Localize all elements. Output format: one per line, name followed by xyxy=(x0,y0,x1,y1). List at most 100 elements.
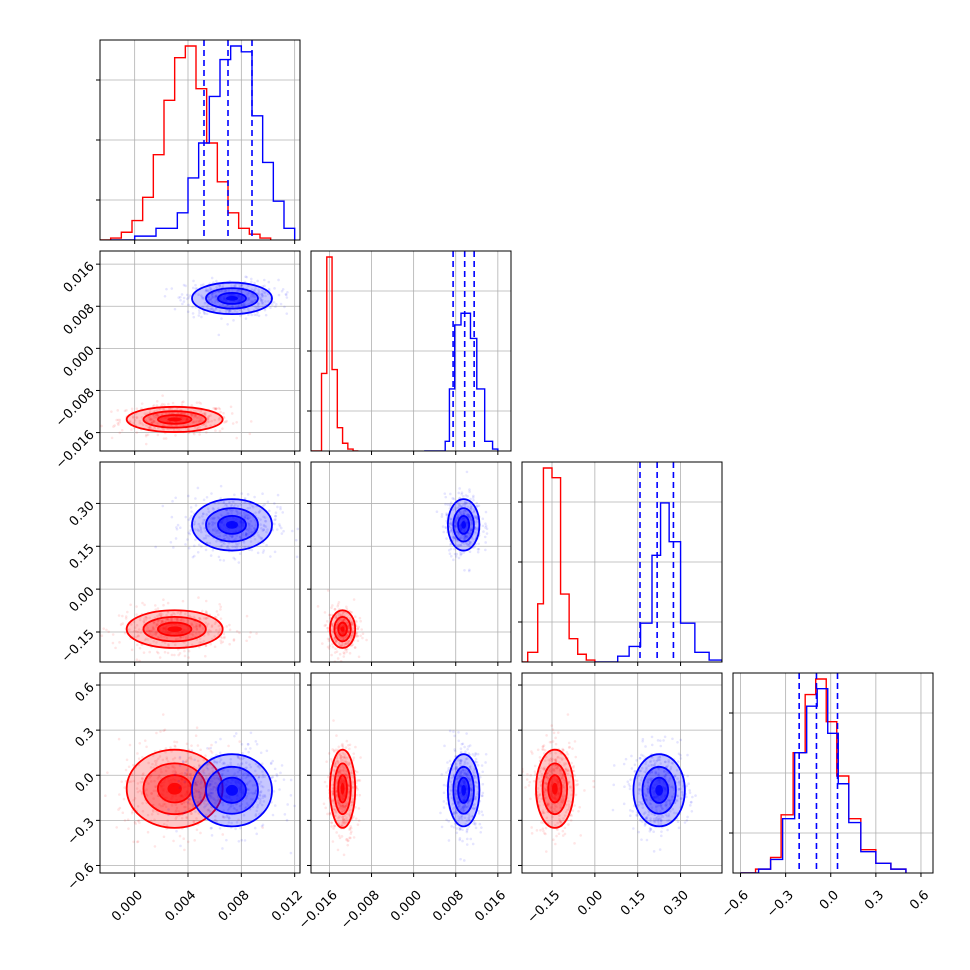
sample-point xyxy=(259,791,263,794)
sample-point xyxy=(473,774,477,778)
sample-point xyxy=(463,500,467,504)
sample-point xyxy=(144,615,148,619)
sample-point xyxy=(229,309,232,313)
sample-point xyxy=(249,420,253,423)
sample-point xyxy=(190,749,194,752)
sample-point xyxy=(167,766,170,770)
x-tick-label: 0.004 xyxy=(162,888,199,925)
sample-point xyxy=(351,643,354,646)
sample-point xyxy=(187,649,191,653)
sample-point xyxy=(454,519,458,523)
sample-point xyxy=(456,530,459,534)
sample-point xyxy=(474,514,478,518)
sample-point xyxy=(178,755,182,759)
sample-point xyxy=(236,504,240,508)
sample-point xyxy=(165,613,168,617)
sample-point xyxy=(221,769,224,772)
sample-point xyxy=(471,496,475,499)
sample-point xyxy=(340,644,344,647)
sample-point xyxy=(445,802,449,805)
sample-point xyxy=(527,784,531,787)
sample-point xyxy=(194,788,197,791)
sample-point xyxy=(473,545,476,549)
sample-point xyxy=(197,309,201,312)
sample-point xyxy=(210,294,214,297)
sample-point xyxy=(279,526,283,530)
sample-point xyxy=(196,800,200,804)
sample-point xyxy=(345,756,349,760)
sample-point xyxy=(209,287,213,291)
sample-point xyxy=(440,825,444,829)
sample-point xyxy=(230,535,234,539)
sample-point xyxy=(452,812,455,816)
sample-point xyxy=(254,762,258,766)
sample-point xyxy=(256,279,259,283)
sample-point xyxy=(233,493,236,497)
sample-point xyxy=(188,773,192,776)
sample-point xyxy=(260,292,264,296)
sample-point xyxy=(208,772,211,776)
sample-point xyxy=(473,760,477,763)
sample-point xyxy=(209,812,213,816)
sample-point xyxy=(96,791,99,794)
sample-point xyxy=(233,309,237,313)
sample-point xyxy=(469,497,472,501)
sample-point xyxy=(342,637,346,641)
sample-point xyxy=(171,765,174,768)
sample-point xyxy=(214,296,217,299)
plot-area xyxy=(100,484,300,662)
sample-point xyxy=(347,623,350,626)
sample-point xyxy=(336,774,340,778)
sample-point xyxy=(172,546,175,549)
sample-point xyxy=(130,648,134,652)
sample-point xyxy=(467,569,471,573)
sample-point xyxy=(244,533,248,537)
sample-point xyxy=(474,821,477,825)
sample-point xyxy=(117,737,121,741)
sample-point xyxy=(138,421,142,425)
sample-point xyxy=(210,779,214,783)
sample-point xyxy=(124,768,128,772)
sample-point xyxy=(468,774,471,778)
sample-point xyxy=(251,300,255,303)
sample-point xyxy=(460,492,463,496)
sample-point xyxy=(344,804,347,808)
sample-point xyxy=(169,540,173,544)
sample-point xyxy=(208,794,211,798)
sample-point xyxy=(467,514,471,517)
sample-point xyxy=(222,632,226,636)
sample-point xyxy=(347,763,350,767)
sample-point xyxy=(198,525,202,528)
sample-point xyxy=(447,766,451,770)
sample-point xyxy=(452,536,456,540)
sample-point xyxy=(477,809,481,813)
sample-point xyxy=(337,816,340,820)
sample-point xyxy=(167,402,170,406)
sample-point xyxy=(198,623,202,626)
sample-point xyxy=(333,764,336,768)
sample-point xyxy=(186,538,189,541)
sample-point xyxy=(462,806,465,809)
sample-point xyxy=(349,637,353,641)
hist-panel-1 xyxy=(307,250,512,455)
sample-point xyxy=(193,795,197,799)
sample-point xyxy=(149,418,153,421)
sample-point xyxy=(356,634,359,638)
sample-point xyxy=(145,617,149,620)
sample-point xyxy=(228,816,231,820)
sample-point xyxy=(270,303,274,306)
sample-point xyxy=(161,504,165,508)
sample-point xyxy=(273,550,277,554)
sample-point xyxy=(259,518,262,521)
sample-point xyxy=(480,794,484,798)
sample-point xyxy=(146,830,150,834)
sample-point xyxy=(256,516,260,520)
sample-point xyxy=(150,774,153,777)
sample-point xyxy=(477,547,481,551)
sample-point xyxy=(199,294,203,297)
sample-point xyxy=(455,811,459,815)
sample-point xyxy=(143,412,147,415)
sample-point xyxy=(204,804,208,807)
sample-point xyxy=(208,541,212,545)
sample-point xyxy=(210,834,214,837)
